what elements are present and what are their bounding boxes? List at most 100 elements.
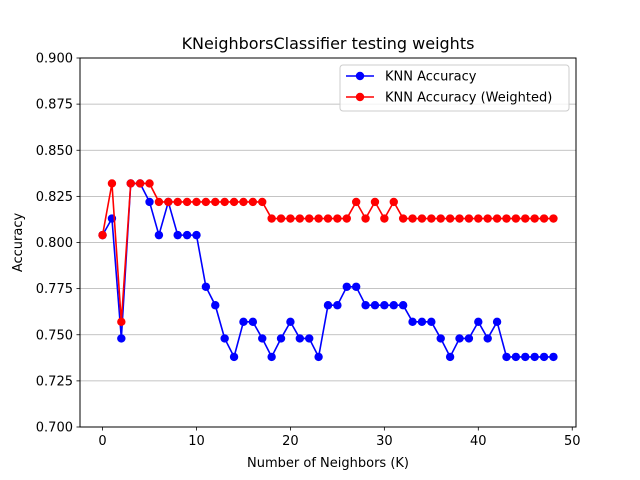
data-point xyxy=(370,301,380,310)
data-point xyxy=(539,214,549,223)
data-point xyxy=(145,179,154,188)
data-point xyxy=(333,214,342,223)
data-point xyxy=(173,197,182,207)
y-tick-label: 0.700 xyxy=(36,421,73,436)
y-tick-label: 0.725 xyxy=(36,374,73,389)
data-point xyxy=(502,352,511,362)
data-point xyxy=(530,352,539,362)
data-point xyxy=(323,301,333,310)
data-point xyxy=(258,197,267,207)
data-point xyxy=(164,197,173,207)
data-point xyxy=(455,214,464,223)
data-point xyxy=(135,179,145,188)
data-point xyxy=(220,334,229,343)
data-point xyxy=(417,214,427,223)
y-tick-label: 0.900 xyxy=(36,52,73,67)
legend: KNN Accuracy KNN Accuracy (Weighted) xyxy=(339,64,570,112)
x-ticks: 0 10 20 30 40 50 xyxy=(98,427,581,449)
data-point xyxy=(220,197,229,207)
legend-entry-2: KNN Accuracy (Weighted) xyxy=(346,91,552,106)
y-tick-label: 0.825 xyxy=(36,190,73,205)
data-point xyxy=(483,334,492,343)
data-point xyxy=(323,214,333,223)
data-point xyxy=(521,352,530,362)
y-tick-label: 0.875 xyxy=(36,98,73,113)
y-tick-label: 0.750 xyxy=(36,328,73,343)
series-2 xyxy=(98,179,558,327)
data-point xyxy=(276,214,286,223)
data-point xyxy=(539,352,549,362)
data-point xyxy=(408,214,417,223)
data-point xyxy=(389,301,398,310)
legend-box xyxy=(339,64,570,112)
data-point xyxy=(211,197,220,207)
legend-marker xyxy=(355,71,365,81)
data-point xyxy=(286,317,295,327)
data-point xyxy=(295,334,305,343)
data-point xyxy=(549,214,558,223)
data-point xyxy=(117,334,126,343)
data-point xyxy=(492,214,502,223)
data-point xyxy=(154,230,164,240)
x-tick-label: 50 xyxy=(564,434,581,449)
data-point xyxy=(154,197,164,207)
data-point xyxy=(192,197,201,207)
data-point xyxy=(305,214,314,223)
data-point xyxy=(427,317,436,327)
data-point xyxy=(107,179,117,188)
data-point xyxy=(445,352,455,362)
data-point xyxy=(361,301,370,310)
legend-label: KNN Accuracy (Weighted) xyxy=(385,91,552,106)
data-point xyxy=(342,214,351,223)
data-point xyxy=(445,214,455,223)
data-point xyxy=(427,214,436,223)
data-point xyxy=(267,352,276,362)
data-point xyxy=(145,197,154,207)
data-point xyxy=(229,352,239,362)
data-point xyxy=(126,179,135,188)
y-tick-label: 0.800 xyxy=(36,236,73,251)
series-1 xyxy=(98,179,558,362)
data-point xyxy=(201,282,211,291)
data-point xyxy=(182,230,192,240)
data-point xyxy=(408,317,417,327)
x-tick-label: 30 xyxy=(376,434,393,449)
x-tick-label: 0 xyxy=(98,434,106,449)
data-point xyxy=(511,214,521,223)
y-axis-label: Accuracy xyxy=(11,213,26,273)
data-point xyxy=(511,352,521,362)
data-point xyxy=(436,334,445,343)
data-point xyxy=(305,334,314,343)
x-tick-label: 10 xyxy=(188,434,205,449)
legend-marker xyxy=(355,92,365,102)
data-point xyxy=(417,317,427,327)
data-point xyxy=(267,214,276,223)
chart-title: KNeighborsClassifier testing weights xyxy=(182,34,475,53)
x-axis-label: Number of Neighbors (K) xyxy=(247,456,409,471)
grid-lines xyxy=(80,103,576,382)
data-point xyxy=(351,197,361,207)
data-point xyxy=(361,214,370,223)
data-point xyxy=(474,214,483,223)
data-point xyxy=(192,230,201,240)
x-tick-label: 40 xyxy=(470,434,487,449)
data-point xyxy=(380,214,389,223)
data-point xyxy=(464,334,474,343)
data-point xyxy=(248,317,258,327)
data-point xyxy=(295,214,305,223)
data-point xyxy=(314,214,323,223)
legend-label: KNN Accuracy xyxy=(385,70,477,85)
data-point xyxy=(502,214,511,223)
data-point xyxy=(455,334,464,343)
data-point xyxy=(492,317,502,327)
data-point xyxy=(398,214,408,223)
data-point xyxy=(370,197,380,207)
data-point xyxy=(530,214,539,223)
data-point xyxy=(98,230,107,240)
data-point xyxy=(474,317,483,327)
data-point xyxy=(211,301,220,310)
y-tick-label: 0.850 xyxy=(36,144,73,159)
y-ticks: 0.700 0.725 0.750 0.775 0.800 0.825 0.850 0.875… xyxy=(36,52,80,436)
y-tick-label: 0.775 xyxy=(36,282,73,297)
